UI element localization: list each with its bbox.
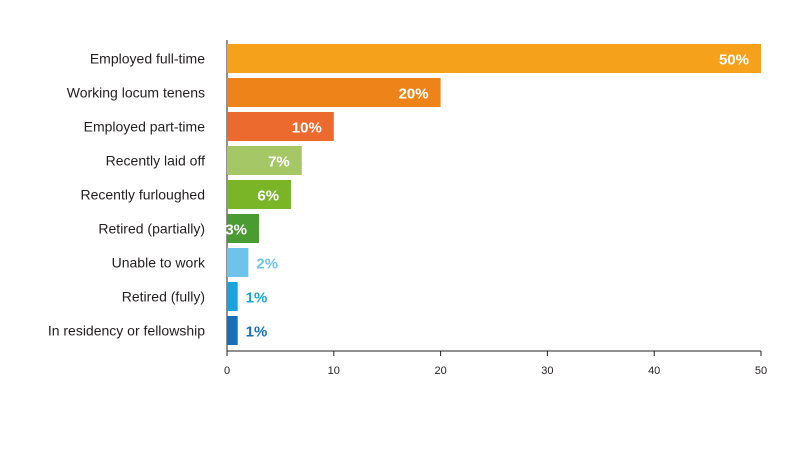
data-label: 10% <box>292 120 322 137</box>
category-label: Unable to work <box>112 255 206 271</box>
data-label: 3% <box>225 222 247 239</box>
x-tick-label: 40 <box>648 365 660 377</box>
bar <box>227 316 238 345</box>
bar <box>227 146 302 175</box>
bar <box>227 78 441 107</box>
data-label: 50% <box>719 52 749 69</box>
category-label: Recently furloughed <box>80 187 205 203</box>
x-tick-label: 30 <box>541 365 553 377</box>
category-label: Retired (partially) <box>98 221 205 237</box>
data-label: 1% <box>246 324 268 341</box>
data-label: 1% <box>246 290 268 307</box>
category-label: Retired (fully) <box>122 289 205 305</box>
category-label: Employed full-time <box>90 51 205 67</box>
x-tick-label: 10 <box>328 365 340 377</box>
x-tick-label: 50 <box>755 365 767 377</box>
bar <box>227 214 260 243</box>
category-label: Recently laid off <box>106 153 205 169</box>
bar <box>227 248 249 277</box>
category-label: In residency or fellowship <box>48 323 205 339</box>
category-label: Working locum tenens <box>67 85 205 101</box>
data-label: 6% <box>257 188 279 205</box>
x-tick-label: 20 <box>434 365 446 377</box>
data-label: 20% <box>399 86 429 103</box>
category-label: Employed part-time <box>84 119 206 135</box>
bar <box>227 180 292 209</box>
data-label: 2% <box>256 256 278 273</box>
x-tick-label: 0 <box>224 365 230 377</box>
bar <box>227 282 238 311</box>
data-label: 7% <box>268 154 290 171</box>
bar <box>227 112 334 141</box>
bar <box>227 44 761 73</box>
